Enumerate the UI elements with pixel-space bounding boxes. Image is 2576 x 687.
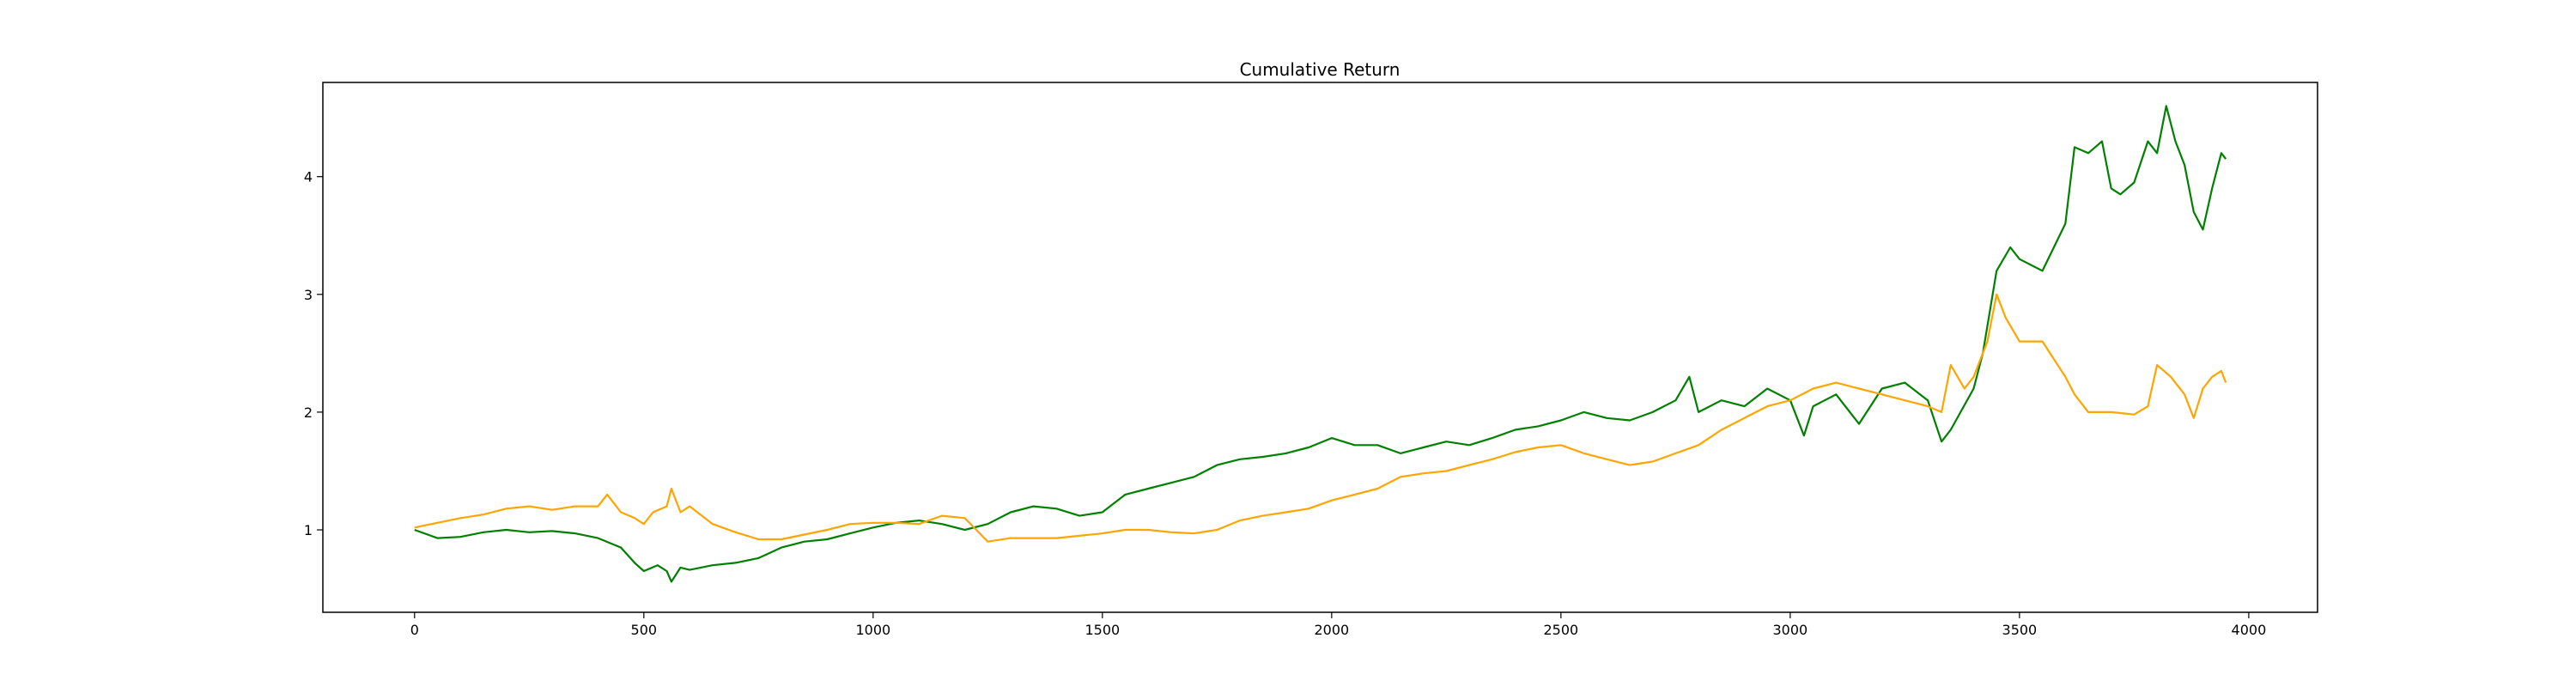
y-tick-label: 4 [304,169,313,185]
x-tick-label: 0 [410,622,419,638]
x-tick-label: 2500 [1544,622,1579,638]
series-line-1 [414,105,2227,583]
x-tick-label: 3000 [1773,622,1808,638]
x-tick-label: 500 [631,622,658,638]
x-tick-label: 3500 [2002,622,2038,638]
x-tick-label: 4000 [2232,622,2267,638]
x-tick-label: 2000 [1314,622,1349,638]
y-tick-label: 2 [304,404,313,421]
y-tick-label: 1 [304,522,313,538]
y-axis: 1 2 3 4 [304,169,323,538]
plot-frame [322,82,2318,613]
y-tick-label: 3 [304,287,313,303]
x-tick-label: 1500 [1084,622,1120,638]
x-tick-label: 1000 [855,622,890,638]
x-axis: 0 500 1000 1500 2000 2500 3000 3500 4000 [410,612,2267,638]
series-layer [414,105,2227,583]
series-line-2 [414,293,2227,543]
chart-title: Cumulative Return [1240,59,1400,80]
